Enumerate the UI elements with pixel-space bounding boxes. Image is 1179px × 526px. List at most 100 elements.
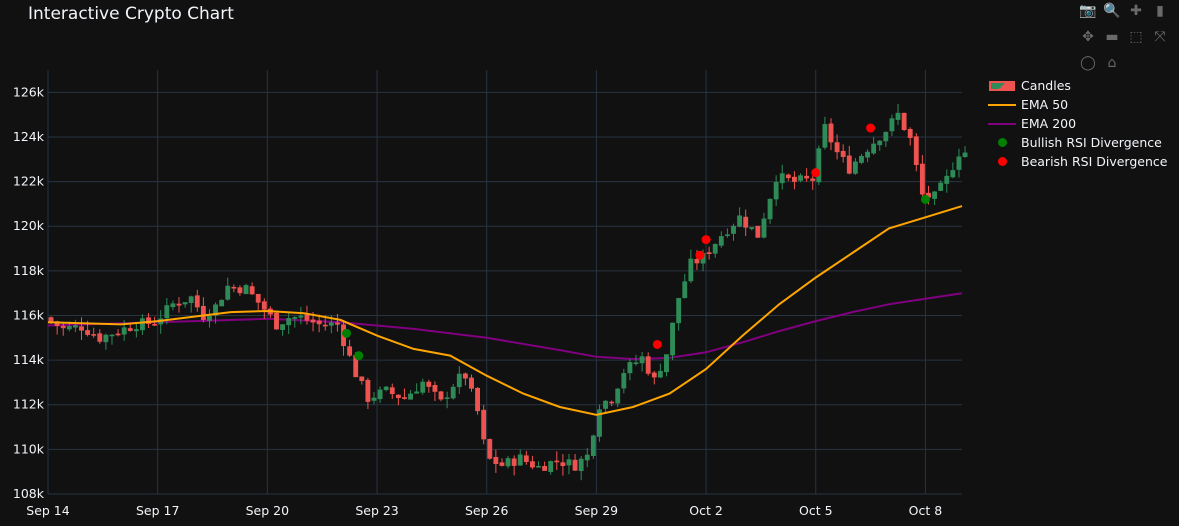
legend-symbol bbox=[985, 79, 1019, 93]
candle-body bbox=[773, 182, 779, 200]
candle bbox=[335, 313, 340, 332]
pan-icon[interactable]: ✥ bbox=[1082, 29, 1094, 45]
candle-body bbox=[785, 174, 791, 179]
autoscale-icon[interactable]: ⤧ bbox=[1154, 29, 1166, 45]
box-select-icon[interactable]: ⬚ bbox=[1129, 29, 1143, 45]
candle-body bbox=[499, 462, 505, 466]
candle-body bbox=[426, 381, 432, 387]
candle-body bbox=[919, 163, 925, 195]
legend-item-ema200[interactable]: EMA 200 bbox=[985, 114, 1167, 133]
candle-body bbox=[176, 303, 182, 306]
candle-body bbox=[852, 161, 858, 174]
y-tick-label: 110k bbox=[13, 441, 45, 456]
candle-body bbox=[609, 401, 615, 404]
candle bbox=[414, 383, 420, 394]
candle bbox=[816, 145, 822, 186]
candle-body bbox=[213, 304, 218, 316]
candle-body bbox=[566, 459, 572, 466]
candle bbox=[785, 173, 791, 182]
chart-title: Interactive Crypto Chart bbox=[28, 4, 234, 24]
candle bbox=[292, 316, 298, 328]
candle-body bbox=[456, 373, 462, 388]
candle bbox=[505, 455, 511, 469]
bar-chart-icon[interactable]: ▮ bbox=[1156, 3, 1164, 19]
zoom-icon[interactable]: 🔍 bbox=[1103, 3, 1121, 19]
legend-item-bearish[interactable]: Bearish RSI Divergence bbox=[985, 152, 1167, 171]
x-tick-label: Oct 2 bbox=[689, 503, 723, 518]
candle bbox=[609, 400, 615, 407]
bearish-divergence-point bbox=[866, 123, 876, 133]
zoom-in-icon[interactable]: ✚ bbox=[1130, 3, 1142, 19]
candle bbox=[274, 312, 279, 330]
candle-body bbox=[97, 333, 103, 342]
candle bbox=[365, 377, 371, 409]
candle bbox=[901, 112, 907, 131]
y-tick-label: 126k bbox=[13, 84, 45, 99]
candle bbox=[158, 310, 164, 334]
candle bbox=[584, 448, 590, 468]
candle-body bbox=[487, 439, 493, 459]
legend-item-ema50[interactable]: EMA 50 bbox=[985, 95, 1167, 114]
candle bbox=[529, 455, 535, 470]
candle bbox=[834, 134, 840, 160]
candle-body bbox=[298, 315, 304, 318]
candle bbox=[146, 313, 151, 329]
candle-body bbox=[603, 400, 608, 409]
candle bbox=[627, 358, 633, 381]
candle-body bbox=[615, 388, 621, 404]
candle-body bbox=[932, 191, 938, 199]
camera-icon[interactable]: 📷 bbox=[1079, 3, 1097, 19]
candle bbox=[304, 305, 310, 325]
lasso-icon[interactable]: ◯ bbox=[1080, 55, 1096, 71]
zoom-out-icon[interactable]: ▬ bbox=[1105, 29, 1119, 45]
candle-body bbox=[536, 465, 541, 468]
candle bbox=[536, 461, 541, 468]
home-icon[interactable]: ⌂ bbox=[1107, 55, 1117, 71]
candle bbox=[60, 323, 66, 336]
candle-body bbox=[103, 334, 109, 343]
candle-body bbox=[249, 286, 255, 295]
candle-body bbox=[633, 362, 639, 365]
candle bbox=[566, 453, 572, 475]
candle-body bbox=[578, 458, 584, 472]
legend-label: Bearish RSI Divergence bbox=[1021, 154, 1168, 169]
candle bbox=[578, 456, 584, 481]
candle bbox=[383, 386, 389, 392]
candle bbox=[639, 351, 645, 372]
legend-label: Bullish RSI Divergence bbox=[1021, 135, 1162, 150]
candle-body bbox=[877, 140, 883, 146]
candle-body bbox=[347, 346, 353, 356]
candle bbox=[554, 451, 560, 471]
candle bbox=[115, 329, 121, 337]
candle bbox=[219, 299, 225, 307]
candle-body bbox=[950, 170, 956, 178]
candle-body bbox=[664, 354, 669, 373]
candle-body bbox=[243, 285, 249, 295]
ema200-series bbox=[47, 292, 963, 361]
candle bbox=[883, 131, 889, 148]
legend-item-bullish[interactable]: Bullish RSI Divergence bbox=[985, 133, 1167, 152]
candle bbox=[133, 322, 139, 338]
candle-body bbox=[200, 305, 206, 320]
candle bbox=[456, 366, 462, 394]
candle-body bbox=[146, 317, 151, 324]
candle-body bbox=[310, 319, 316, 323]
candle-body bbox=[572, 459, 578, 471]
candle bbox=[511, 455, 517, 476]
candle bbox=[615, 387, 621, 408]
candle-body bbox=[645, 356, 651, 374]
y-tick-label: 122k bbox=[13, 174, 45, 189]
candle-body bbox=[895, 112, 901, 120]
candle bbox=[597, 404, 602, 442]
candle bbox=[200, 297, 206, 323]
candle-body bbox=[767, 198, 773, 220]
legend-item-candles[interactable]: Candles bbox=[985, 76, 1167, 95]
candle-body bbox=[584, 454, 590, 461]
candle-body bbox=[133, 329, 139, 332]
candle bbox=[91, 327, 97, 338]
candle-body bbox=[72, 325, 78, 328]
candle bbox=[347, 339, 353, 358]
candle-body bbox=[761, 218, 767, 238]
legend-label: EMA 50 bbox=[1021, 97, 1069, 112]
